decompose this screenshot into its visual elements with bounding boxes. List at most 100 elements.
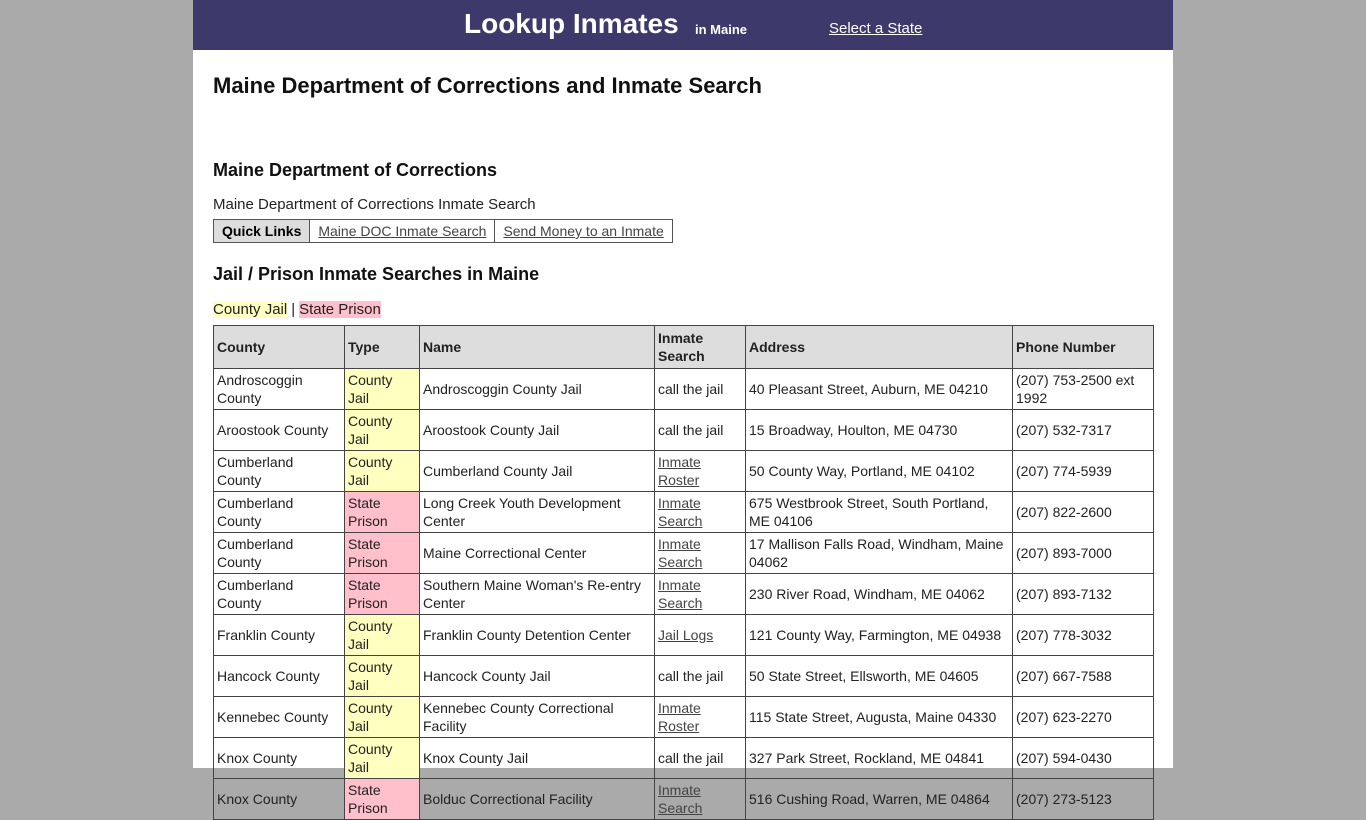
cell: 15 Broadway, Houlton, ME 04730 (745, 409, 1013, 451)
cell: Inmate Search (654, 778, 746, 820)
legend-item: County Jail (213, 301, 288, 318)
cell: Inmate Search (654, 532, 746, 574)
type-cell: State Prison (344, 778, 420, 820)
cell: 17 Mallison Falls Road, Windham, Maine 0… (745, 532, 1013, 574)
cell: 50 County Way, Portland, ME 04102 (745, 450, 1013, 492)
search-link[interactable]: Inmate Search (658, 577, 703, 611)
type-cell: County Jail (344, 450, 420, 492)
cell: 675 Westbrook Street, South Portland, ME… (745, 491, 1013, 533)
cell: Knox County Jail (419, 737, 655, 779)
search-link[interactable]: Inmate Roster (658, 454, 701, 488)
type-cell: County Jail (344, 368, 420, 410)
quick-links-label: Quick Links (212, 219, 311, 243)
column-header: Address (745, 325, 1013, 369)
table-row: Kennebec County County Jail Kennebec Count… (213, 696, 1154, 738)
cell: Cumberland County (213, 450, 345, 492)
type-cell: County Jail (344, 655, 420, 697)
inmate-table: County Type Name Inmate Search Address Phone … (213, 325, 1154, 820)
cell: Hancock County (213, 655, 345, 697)
type-cell: County Jail (344, 696, 420, 738)
column-header: Inmate Search (654, 325, 746, 369)
table-row: Cumberland County State Prison Long Creek … (213, 491, 1154, 533)
quick-link-cell: Maine DOC Inmate Search (309, 219, 496, 243)
column-header: Phone Number (1012, 325, 1154, 369)
cell: Maine Correctional Center (419, 532, 655, 574)
table-row: Cumberland County County Jail Cumberland C… (213, 450, 1154, 492)
cell: Androscoggin County Jail (419, 368, 655, 410)
header-row: County Type Name Inmate Search Address Phone … (213, 325, 1154, 369)
type-cell: State Prison (344, 573, 420, 615)
cell: Knox County (213, 737, 345, 779)
cell: call the jail (654, 655, 746, 697)
table-row: Knox County State Prison Bolduc Correction… (213, 778, 1154, 820)
legend-separator: | (291, 301, 296, 318)
cell: (207) 594-0430 (1012, 737, 1154, 779)
type-cell: County Jail (344, 614, 420, 656)
search-link[interactable]: Jail Logs (658, 627, 714, 643)
site-title[interactable]: Lookup Inmates (464, 8, 679, 39)
search-link[interactable]: Inmate Search (658, 782, 703, 816)
cell: 50 State Street, Ellsworth, ME 04605 (745, 655, 1013, 697)
page-container: Lookup Inmates in Maine Select a State M… (193, 0, 1173, 820)
type-cell: State Prison (344, 532, 420, 574)
cell: Bolduc Correctional Facility (419, 778, 655, 820)
cell: Inmate Search (654, 491, 746, 533)
quick-link[interactable]: Maine DOC Inmate Search (318, 223, 487, 239)
cell: 327 Park Street, Rockland, ME 04841 (745, 737, 1013, 779)
cell: (207) 893-7132 (1012, 573, 1154, 615)
quick-link[interactable]: Send Money to an Inmate (503, 223, 664, 239)
cell: 121 County Way, Farmington, ME 04938 (745, 614, 1013, 656)
cell: Long Creek Youth Development Center (419, 491, 655, 533)
table-row: Knox County County Jail Knox County Jail ca… (213, 737, 1154, 779)
cell: 115 State Street, Augusta, Maine 04330 (745, 696, 1013, 738)
search-link[interactable]: Inmate Search (658, 536, 703, 570)
cell: (207) 822-2600 (1012, 491, 1154, 533)
cell: (207) 774-5939 (1012, 450, 1154, 492)
table-row: Aroostook County County Jail Aroostook Cou… (213, 409, 1154, 451)
page-title: Maine Department of Corrections and Inma… (213, 73, 762, 98)
cell: (207) 532-7317 (1012, 409, 1154, 451)
cell: Cumberland County Jail (419, 450, 655, 492)
cell: Inmate Roster (654, 696, 746, 738)
cell: call the jail (654, 368, 746, 410)
cell: Inmate Search (654, 573, 746, 615)
quick-link-cell: Send Money to an Inmate (494, 219, 673, 243)
legend-item: State Prison (299, 301, 381, 318)
type-cell: County Jail (344, 409, 420, 451)
page: Lookup Inmates in Maine Select a State M… (193, 0, 1173, 820)
cell: Southern Maine Woman's Re-entry Center (419, 573, 655, 615)
cell: Kennebec County (213, 696, 345, 738)
cell: Cumberland County (213, 573, 345, 615)
column-header: Type (344, 325, 420, 369)
content: Maine Department of Corrections and Inma… (193, 73, 1173, 820)
section-heading: Maine Department of Corrections (213, 160, 498, 180)
cell: Cumberland County (213, 491, 345, 533)
table-body: Androscoggin County County Jail Androscogg… (213, 368, 1154, 820)
table-row: Androscoggin County County Jail Androscogg… (213, 368, 1154, 410)
cell: Inmate Roster (654, 450, 746, 492)
section-heading: Jail / Prison Inmate Searches in Maine (213, 264, 540, 284)
cell: (207) 667-7588 (1012, 655, 1154, 697)
cell: Hancock County Jail (419, 655, 655, 697)
cell: 40 Pleasant Street, Auburn, ME 04210 (745, 368, 1013, 410)
cell: 230 River Road, Windham, ME 04062 (745, 573, 1013, 615)
cell: call the jail (654, 737, 746, 779)
cell: Cumberland County (213, 532, 345, 574)
column-header: Name (419, 325, 655, 369)
table-row: Cumberland County State Prison Southern Ma… (213, 573, 1154, 615)
search-link[interactable]: Inmate Search (658, 495, 703, 529)
type-cell: County Jail (344, 737, 420, 779)
cell: (207) 893-7000 (1012, 532, 1154, 574)
search-link[interactable]: Inmate Roster (658, 700, 701, 734)
table-row: Hancock County County Jail Hancock County … (213, 655, 1154, 697)
cell: Jail Logs (654, 614, 746, 656)
state-label: in Maine (695, 22, 748, 37)
cell: (207) 273-5123 (1012, 778, 1154, 820)
cell: call the jail (654, 409, 746, 451)
cell: (207) 753-2500 ext 1992 (1012, 368, 1154, 410)
cell: Aroostook County (213, 409, 345, 451)
cell: Androscoggin County (213, 368, 345, 410)
table-row: Franklin County County Jail Franklin Count… (213, 614, 1154, 656)
select-state-link[interactable]: Select a State (829, 20, 923, 37)
type-cell: State Prison (344, 491, 420, 533)
